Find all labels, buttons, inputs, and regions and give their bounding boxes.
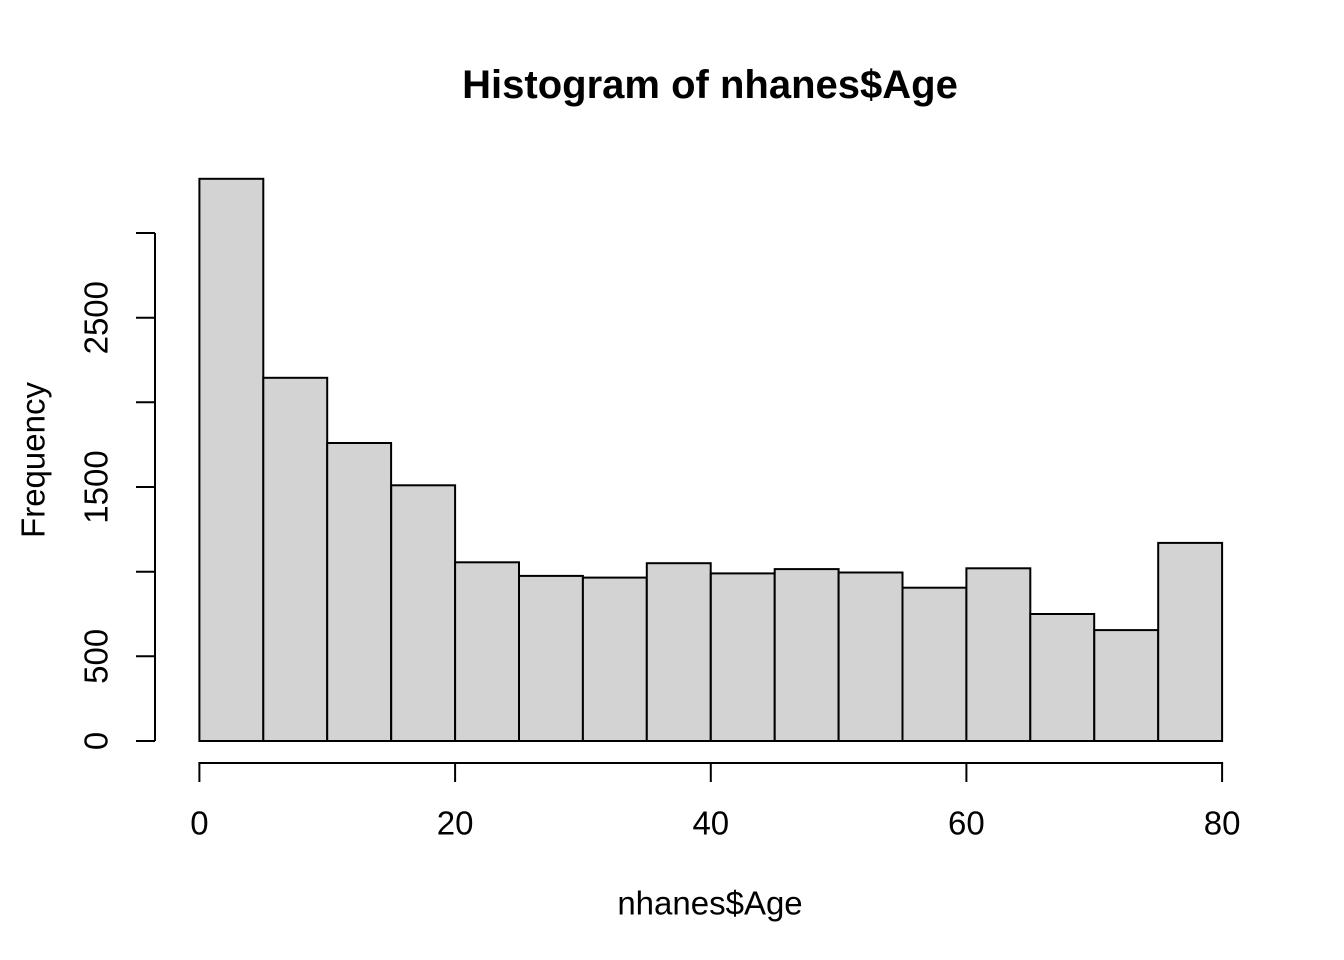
histogram-bar [645, 562, 712, 743]
x-tick-label: 60 [948, 805, 985, 842]
y-tick-label: 500 [78, 629, 115, 684]
histogram-bar [581, 576, 648, 742]
histogram-bar [1157, 541, 1224, 743]
x-axis: 0 20 40 60 80 [190, 762, 1241, 842]
x-tick-label: 0 [190, 805, 208, 842]
y-axis: 0 500 1500 2500 [78, 232, 156, 750]
histogram-bar [198, 177, 265, 743]
histogram-bar [262, 376, 329, 742]
histogram-bar [326, 442, 393, 742]
x-tick-label: 80 [1204, 805, 1241, 842]
histogram-bar [709, 572, 776, 743]
x-axis-title: nhanes$Age [617, 885, 802, 922]
y-axis-title: Frequency [15, 382, 52, 538]
histogram-bar [454, 561, 521, 742]
x-tick-label: 20 [437, 805, 474, 842]
histogram-bar [837, 571, 904, 742]
chart-title: Histogram of nhanes$Age [462, 63, 958, 107]
histogram-bar [518, 574, 584, 743]
histogram-bar [1093, 629, 1160, 742]
x-tick-label: 40 [692, 805, 729, 842]
histogram-bar [965, 567, 1032, 742]
y-tick-label: 0 [78, 732, 115, 750]
histogram-bar [773, 568, 840, 742]
histogram-bar [1029, 613, 1096, 742]
histogram-bars [198, 177, 1224, 743]
y-tick-label: 2500 [78, 281, 115, 354]
histogram-bar [390, 484, 457, 742]
histogram-bar [901, 586, 968, 743]
y-tick-label: 1500 [78, 450, 115, 523]
